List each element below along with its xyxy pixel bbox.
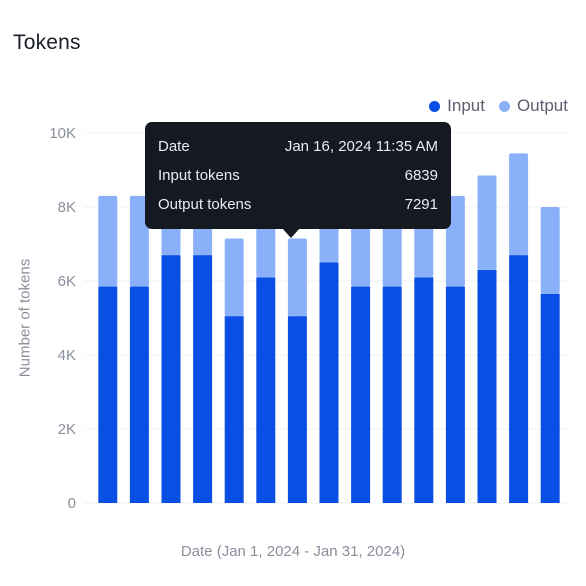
y-tick-label: 2K bbox=[58, 421, 76, 438]
bar-tooltip: Date Jan 16, 2024 11:35 AM Input tokens … bbox=[145, 122, 451, 238]
bar-output-2[interactable] bbox=[129, 195, 149, 287]
y-tick-label: 10K bbox=[49, 125, 76, 142]
tooltip-output-value: 7291 bbox=[404, 196, 438, 213]
bar-input-8[interactable] bbox=[319, 262, 339, 504]
bar-input-15[interactable] bbox=[540, 293, 560, 503]
bar-input-4[interactable] bbox=[193, 255, 213, 503]
bar-input-14[interactable] bbox=[509, 255, 529, 503]
tooltip-date-value: Jan 16, 2024 11:35 AM bbox=[284, 138, 438, 155]
bar-output-14[interactable] bbox=[509, 153, 529, 256]
y-tick-label: 4K bbox=[58, 347, 76, 364]
bar-output-5[interactable] bbox=[224, 238, 244, 317]
bar-output-7[interactable] bbox=[287, 238, 307, 317]
bar-input-2[interactable] bbox=[129, 286, 149, 503]
legend-label-input: Input bbox=[447, 96, 485, 115]
tooltip-row-output: Output tokens 7291 bbox=[158, 193, 438, 222]
y-tick-label: 0 bbox=[68, 495, 76, 512]
bar-input-1[interactable] bbox=[98, 286, 118, 503]
bar-input-7[interactable] bbox=[287, 316, 307, 503]
bar-input-3[interactable] bbox=[161, 255, 181, 503]
legend-swatch-output bbox=[498, 100, 510, 112]
legend-item-input[interactable]: Input bbox=[429, 96, 485, 116]
y-tick-label: 6K bbox=[58, 273, 76, 290]
chart-title: Tokens bbox=[13, 31, 81, 54]
legend-label-output: Output bbox=[516, 96, 568, 115]
bar-output-13[interactable] bbox=[477, 175, 497, 270]
x-axis-label: Date (Jan 1, 2024 - Jan 31, 2024) bbox=[180, 543, 406, 560]
bar-input-13[interactable] bbox=[477, 269, 497, 503]
bar-input-11[interactable] bbox=[414, 277, 434, 503]
legend-swatch-input bbox=[429, 100, 441, 112]
legend-item-output[interactable]: Output bbox=[498, 96, 568, 116]
y-tick-label: 8K bbox=[58, 199, 76, 216]
tooltip-row-date: Date Jan 16, 2024 11:35 AM bbox=[158, 135, 438, 164]
bar-input-5[interactable] bbox=[224, 316, 244, 503]
bar-input-10[interactable] bbox=[382, 286, 402, 503]
chart-legend: Input Output bbox=[429, 96, 568, 116]
bar-input-6[interactable] bbox=[256, 277, 276, 503]
tooltip-input-value: 6839 bbox=[404, 167, 438, 184]
tooltip-row-input: Input tokens 6839 bbox=[158, 164, 438, 193]
tooltip-date-label: Date bbox=[158, 138, 190, 155]
bar-output-15[interactable] bbox=[540, 207, 560, 294]
tooltip-input-label: Input tokens bbox=[158, 167, 240, 184]
tooltip-output-label: Output tokens bbox=[158, 196, 252, 213]
bar-input-9[interactable] bbox=[351, 286, 371, 503]
bar-input-12[interactable] bbox=[445, 286, 465, 503]
bar-output-1[interactable] bbox=[98, 195, 118, 287]
